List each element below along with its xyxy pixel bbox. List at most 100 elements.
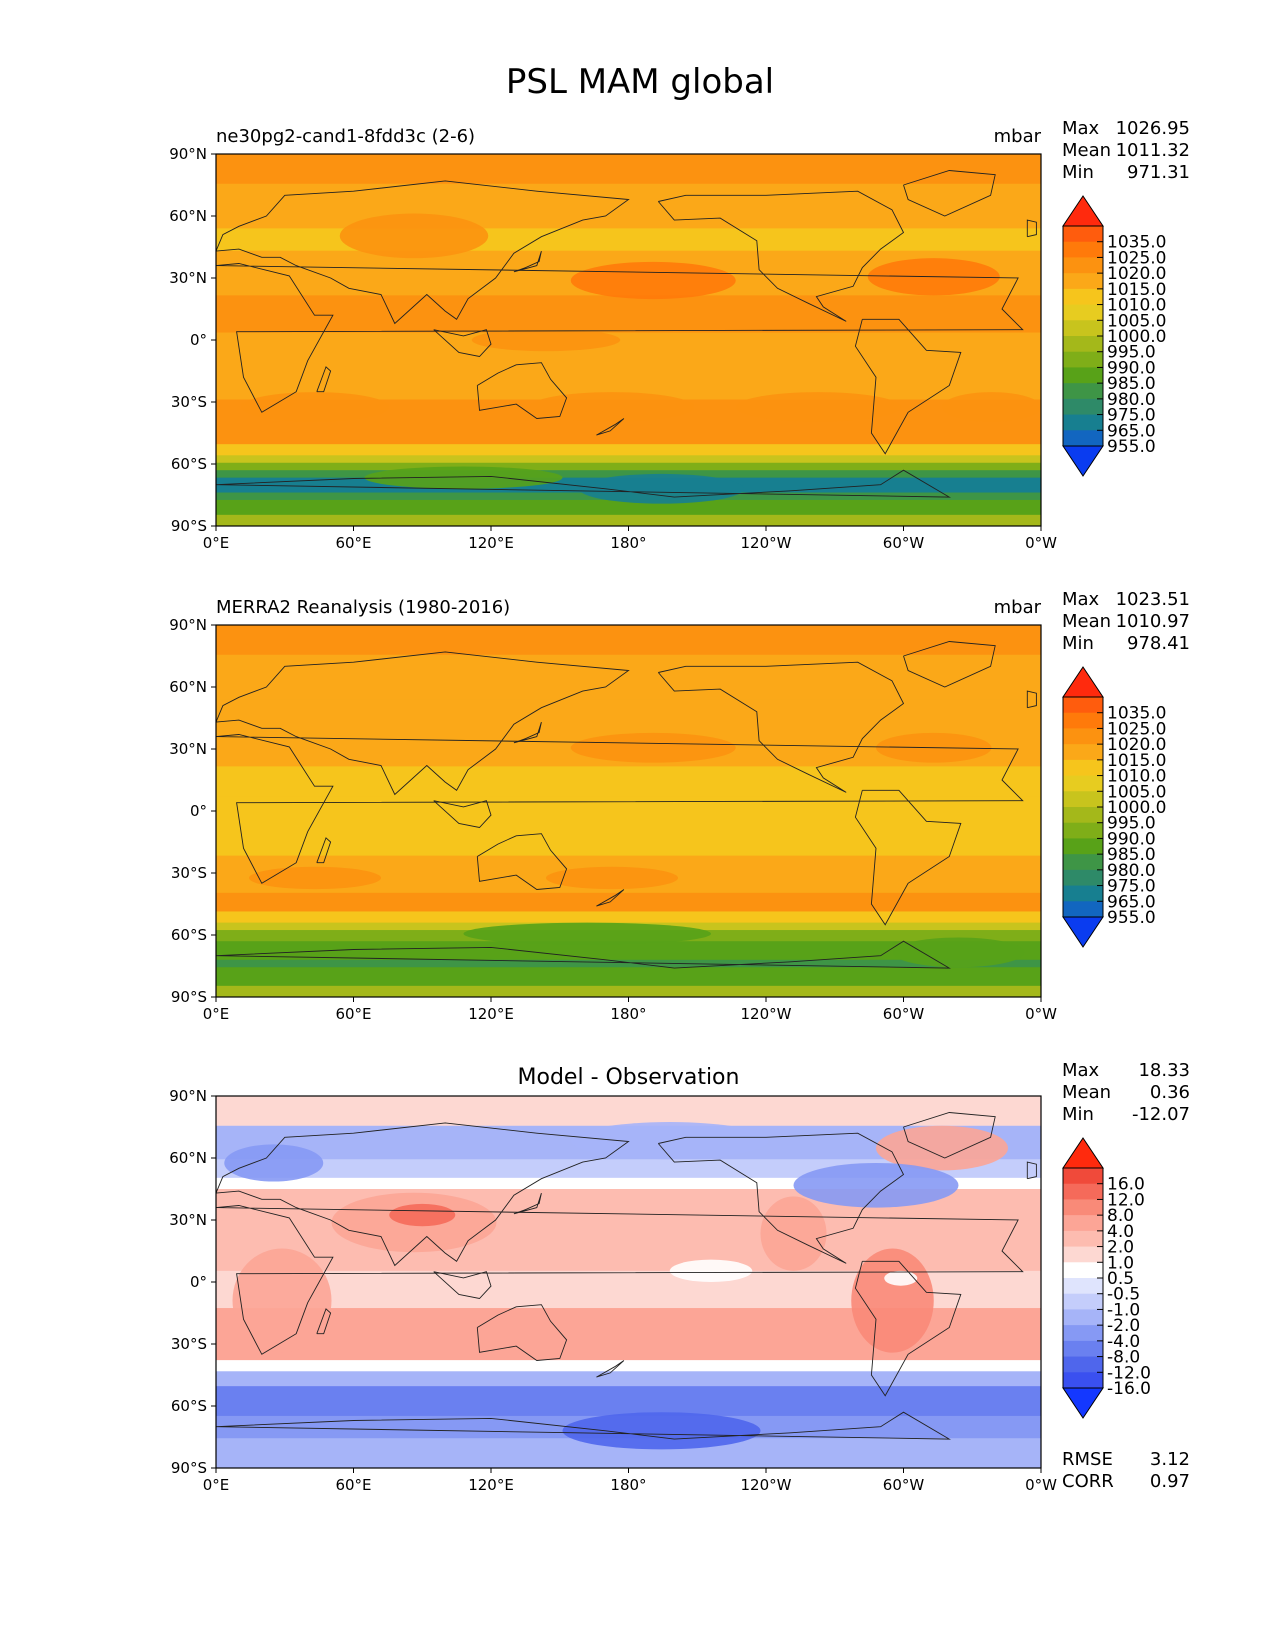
coastline: [216, 469, 952, 498]
field-anomaly: [471, 328, 621, 352]
stat-value: -12.07: [1132, 1104, 1190, 1125]
coastline: [316, 837, 332, 864]
coastline: [316, 366, 332, 393]
colorbar-extend-max: [1062, 666, 1104, 698]
field-anomaly: [793, 1162, 959, 1208]
x-tick-label: 120°W: [741, 534, 792, 552]
field-anomaly: [562, 1412, 761, 1450]
colorbar-swatch: [1063, 1340, 1103, 1358]
map-field: [216, 1096, 1041, 1468]
colorbar: 16.012.08.04.02.01.00.5-0.5-1.0-2.0-4.0-…: [1062, 1137, 1151, 1419]
map-panel-3: 0°E 60°E 120°E 180° 120°W 60°W 0°W 90°N 60°N 30°N…: [169, 1060, 1190, 1494]
x-tick-label: 60°W: [883, 1476, 925, 1494]
colorbar-label: 1015.0: [1107, 751, 1166, 771]
colorbar-swatch: [1063, 1309, 1103, 1326]
colorbar-swatch: [1063, 1262, 1103, 1279]
field-band: [216, 154, 1041, 185]
colorbar-swatch: [1063, 1325, 1103, 1342]
x-tick-label: 120°E: [468, 534, 514, 552]
colorbar-label: 16.0: [1107, 1175, 1145, 1195]
x-tick-label: 180°: [610, 1005, 646, 1023]
x-tick-label: 60°W: [883, 534, 925, 552]
x-tick-label: 120°E: [468, 1476, 514, 1494]
extra-stat-label: CORR: [1062, 1471, 1114, 1492]
coastline: [657, 1132, 905, 1264]
field-anomaly: [892, 937, 1025, 968]
field-band: [216, 1096, 1041, 1127]
coastline: [1026, 219, 1037, 238]
colorbar-label: 1010.0: [1107, 296, 1166, 316]
colorbar-swatch: [1063, 775, 1103, 792]
colorbar: 1035.01025.01020.01015.01010.01005.01000…: [1062, 666, 1166, 948]
colorbar-swatch: [1063, 885, 1103, 902]
x-tick-label: 120°W: [741, 1005, 792, 1023]
coastline: [433, 800, 492, 828]
stat-label: Max: [1062, 118, 1100, 139]
field-anomaly: [669, 1259, 753, 1282]
colorbar-label: -12.0: [1107, 1363, 1151, 1383]
y-tick-label: 90°N: [169, 1087, 207, 1105]
field-band: [216, 332, 1041, 401]
coastline: [903, 641, 996, 688]
map-panel-2: 0°E 60°E 120°E 180° 120°W 60°W 0°W 90°N 60°N 30°N…: [169, 589, 1190, 1023]
stat-label: Mean: [1062, 140, 1111, 161]
coastline: [433, 1271, 492, 1299]
colorbar-label: 1005.0: [1107, 311, 1166, 331]
colorbar-label: 1020.0: [1107, 264, 1166, 284]
colorbar-label: 985.0: [1107, 374, 1156, 394]
colorbar-swatch: [1063, 1278, 1103, 1295]
coastline: [657, 190, 905, 322]
colorbar-label: 2.0: [1107, 1238, 1134, 1258]
x-tick-label: 180°: [610, 534, 646, 552]
x-tick-label: 0°W: [1025, 534, 1057, 552]
colorbar-swatch: [1063, 1372, 1103, 1389]
field-band: [216, 985, 1041, 997]
stat-label: Min: [1062, 633, 1094, 654]
stat-value: 0.36: [1150, 1082, 1190, 1103]
colorbar-label: 1010.0: [1107, 767, 1166, 787]
stat-value: 978.41: [1127, 633, 1190, 654]
colorbar-label: 1015.0: [1107, 280, 1166, 300]
colorbar-swatch: [1063, 728, 1103, 745]
field-band: [216, 228, 1041, 252]
colorbar-label: 1000.0: [1107, 798, 1166, 818]
colorbar-swatch: [1063, 697, 1103, 714]
colorbar-swatch: [1063, 1183, 1103, 1200]
x-tick-label: 60°E: [335, 534, 371, 552]
y-tick-label: 60°S: [171, 926, 207, 944]
colorbar-swatch: [1063, 414, 1103, 431]
colorbar-swatch: [1063, 336, 1103, 353]
colorbar-swatch: [1063, 257, 1103, 274]
colorbar-label: 975.0: [1107, 406, 1156, 426]
colorbar-swatch: [1063, 822, 1103, 839]
field-band: [216, 625, 1041, 656]
colorbar-swatch: [1063, 1246, 1103, 1263]
y-tick-label: 30°N: [169, 1211, 207, 1229]
map-panel-1: 0°E 60°E 120°E 180° 120°W 60°W 0°W 90°N 60°N 30°N…: [169, 118, 1190, 552]
coastline: [854, 318, 962, 455]
units-label: mbar: [994, 597, 1042, 618]
field-band: [216, 796, 1041, 857]
field-anomaly: [570, 732, 736, 763]
figure-title: PSL MAM global: [506, 62, 774, 102]
field-anomaly: [735, 392, 901, 422]
field-band: [216, 941, 1041, 961]
coastline: [657, 661, 905, 793]
panel-title-left: MERRA2 Reanalysis (1980-2016): [216, 597, 510, 618]
y-tick-label: 30°S: [171, 393, 207, 411]
colorbar-swatch: [1063, 744, 1103, 761]
coastline: [476, 1304, 568, 1361]
coastline: [216, 734, 1024, 884]
y-tick-label: 90°S: [171, 517, 207, 535]
field-anomaly: [942, 392, 1041, 422]
field-band: [216, 470, 1041, 479]
x-tick-label: 0°E: [203, 1476, 230, 1494]
colorbar-swatch: [1063, 901, 1103, 918]
coastline: [596, 418, 625, 436]
y-tick-label: 90°N: [169, 616, 207, 634]
colorbar-label: 985.0: [1107, 845, 1156, 865]
colorbar-label: -2.0: [1107, 1316, 1140, 1336]
colorbar-label: 995.0: [1107, 343, 1156, 363]
coastline: [216, 1122, 630, 1267]
field-band: [216, 499, 1041, 516]
